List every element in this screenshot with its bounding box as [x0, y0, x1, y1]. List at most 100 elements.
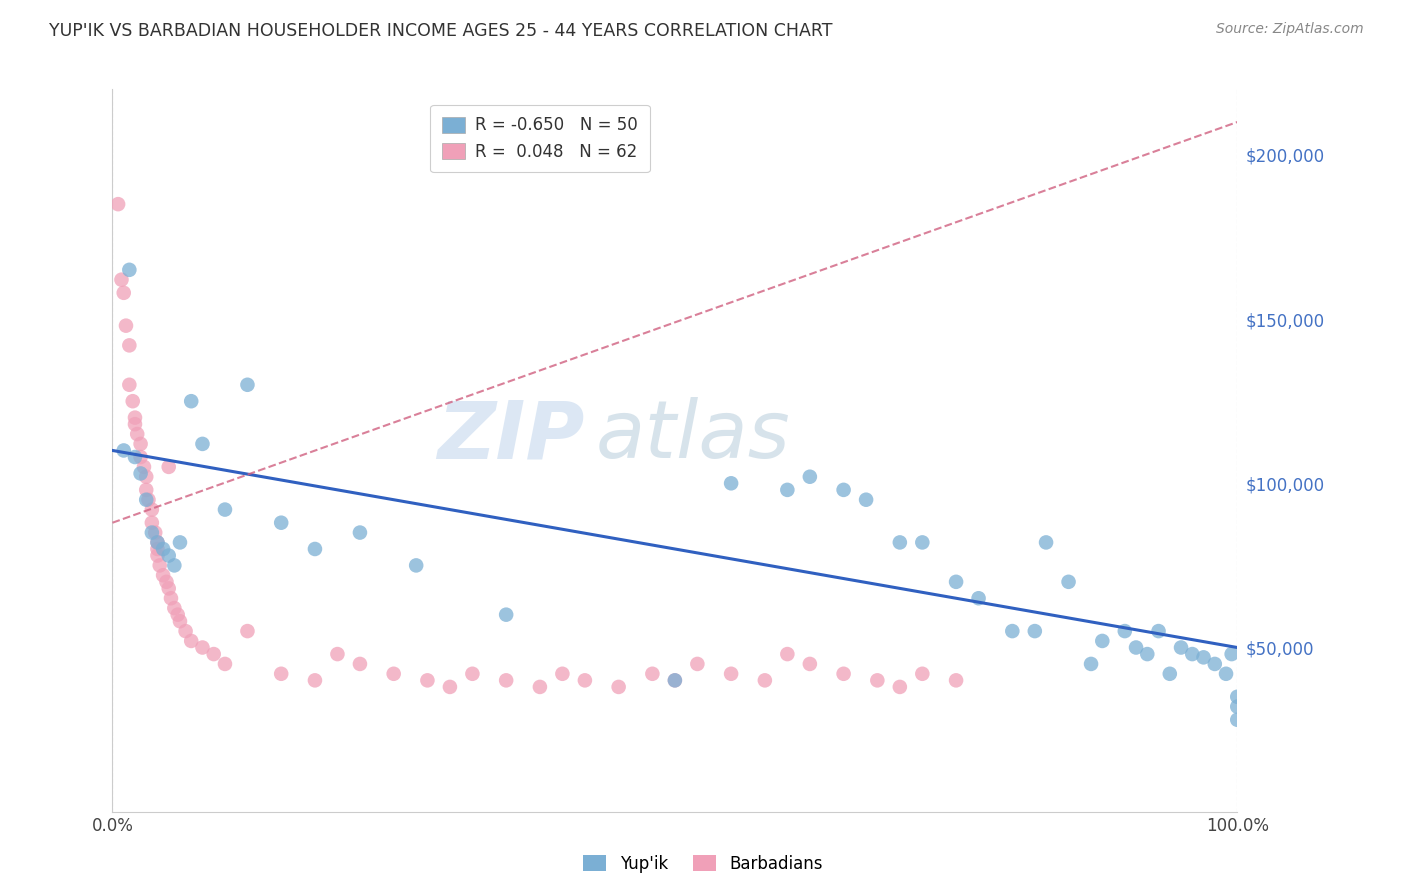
- Point: [124, 417, 146, 432]
- Point: [166, 607, 188, 622]
- Point: [720, 476, 742, 491]
- Point: [146, 535, 169, 549]
- Point: [349, 525, 371, 540]
- Point: [1204, 657, 1226, 671]
- Point: [461, 666, 484, 681]
- Point: [1024, 624, 1046, 639]
- Point: [529, 680, 551, 694]
- Point: [124, 410, 146, 425]
- Text: ZIP: ZIP: [437, 397, 585, 475]
- Point: [574, 673, 596, 688]
- Point: [945, 673, 967, 688]
- Point: [776, 647, 799, 661]
- Point: [1226, 699, 1249, 714]
- Point: [776, 483, 799, 497]
- Point: [270, 516, 292, 530]
- Text: atlas: atlas: [596, 397, 792, 475]
- Point: [1114, 624, 1136, 639]
- Point: [138, 492, 160, 507]
- Point: [270, 666, 292, 681]
- Point: [405, 558, 427, 573]
- Point: [866, 673, 889, 688]
- Point: [118, 262, 141, 277]
- Point: [326, 647, 349, 661]
- Point: [551, 666, 574, 681]
- Point: [799, 469, 821, 483]
- Point: [889, 535, 911, 549]
- Point: [1226, 690, 1249, 704]
- Point: [157, 549, 180, 563]
- Point: [495, 607, 517, 622]
- Point: [855, 492, 877, 507]
- Point: [832, 666, 855, 681]
- Point: [214, 502, 236, 516]
- Text: Source: ZipAtlas.com: Source: ZipAtlas.com: [1216, 22, 1364, 37]
- Point: [686, 657, 709, 671]
- Point: [169, 535, 191, 549]
- Point: [911, 666, 934, 681]
- Point: [236, 624, 259, 639]
- Point: [157, 582, 180, 596]
- Point: [911, 535, 934, 549]
- Point: [129, 467, 152, 481]
- Point: [129, 450, 152, 464]
- Point: [143, 525, 166, 540]
- Point: [202, 647, 225, 661]
- Point: [1125, 640, 1147, 655]
- Point: [118, 377, 141, 392]
- Point: [236, 377, 259, 392]
- Point: [382, 666, 405, 681]
- Point: [163, 558, 186, 573]
- Point: [754, 673, 776, 688]
- Point: [720, 666, 742, 681]
- Point: [664, 673, 686, 688]
- Point: [1057, 574, 1080, 589]
- Point: [146, 549, 169, 563]
- Point: [127, 427, 149, 442]
- Point: [1192, 650, 1215, 665]
- Point: [1170, 640, 1192, 655]
- Point: [1091, 634, 1114, 648]
- Point: [1001, 624, 1024, 639]
- Point: [607, 680, 630, 694]
- Point: [889, 680, 911, 694]
- Point: [121, 394, 143, 409]
- Legend: Yup'ik, Barbadians: Yup'ik, Barbadians: [576, 848, 830, 880]
- Point: [1136, 647, 1159, 661]
- Point: [180, 394, 202, 409]
- Point: [1181, 647, 1204, 661]
- Point: [135, 469, 157, 483]
- Point: [304, 541, 326, 556]
- Point: [124, 450, 146, 464]
- Point: [146, 535, 169, 549]
- Legend: R = -0.650   N = 50, R =  0.048   N = 62: R = -0.650 N = 50, R = 0.048 N = 62: [430, 104, 650, 172]
- Point: [304, 673, 326, 688]
- Point: [1159, 666, 1181, 681]
- Point: [157, 459, 180, 474]
- Point: [132, 459, 155, 474]
- Point: [439, 680, 461, 694]
- Point: [169, 614, 191, 628]
- Point: [1035, 535, 1057, 549]
- Point: [180, 634, 202, 648]
- Text: YUP'IK VS BARBADIAN HOUSEHOLDER INCOME AGES 25 - 44 YEARS CORRELATION CHART: YUP'IK VS BARBADIAN HOUSEHOLDER INCOME A…: [49, 22, 832, 40]
- Point: [1220, 647, 1243, 661]
- Point: [799, 657, 821, 671]
- Point: [149, 558, 172, 573]
- Point: [349, 657, 371, 671]
- Point: [155, 574, 177, 589]
- Point: [110, 273, 132, 287]
- Point: [945, 574, 967, 589]
- Point: [191, 437, 214, 451]
- Point: [832, 483, 855, 497]
- Point: [141, 516, 163, 530]
- Point: [115, 318, 138, 333]
- Point: [129, 437, 152, 451]
- Point: [152, 541, 174, 556]
- Point: [163, 601, 186, 615]
- Point: [141, 525, 163, 540]
- Point: [416, 673, 439, 688]
- Point: [1080, 657, 1102, 671]
- Point: [191, 640, 214, 655]
- Point: [107, 197, 129, 211]
